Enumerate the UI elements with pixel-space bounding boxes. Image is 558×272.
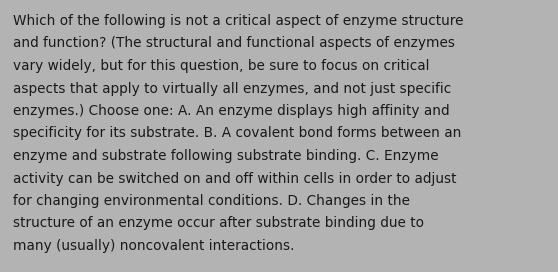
Text: Which of the following is not a critical aspect of enzyme structure: Which of the following is not a critical… (13, 14, 464, 28)
Text: aspects that apply to virtually all enzymes, and not just specific: aspects that apply to virtually all enzy… (13, 82, 451, 95)
Text: vary widely, but for this question, be sure to focus on critical: vary widely, but for this question, be s… (13, 59, 430, 73)
Text: and function? (The structural and functional aspects of enzymes: and function? (The structural and functi… (13, 36, 455, 51)
Text: specificity for its substrate. B. A covalent bond forms between an: specificity for its substrate. B. A cova… (13, 126, 461, 141)
Text: structure of an enzyme occur after substrate binding due to: structure of an enzyme occur after subst… (13, 217, 424, 230)
Text: for changing environmental conditions. D. Changes in the: for changing environmental conditions. D… (13, 194, 410, 208)
Text: enzymes.) Choose one: A. An enzyme displays high affinity and: enzymes.) Choose one: A. An enzyme displ… (13, 104, 450, 118)
Text: activity can be switched on and off within cells in order to adjust: activity can be switched on and off with… (13, 172, 456, 186)
Text: enzyme and substrate following substrate binding. C. Enzyme: enzyme and substrate following substrate… (13, 149, 439, 163)
Text: many (usually) noncovalent interactions.: many (usually) noncovalent interactions. (13, 239, 295, 253)
